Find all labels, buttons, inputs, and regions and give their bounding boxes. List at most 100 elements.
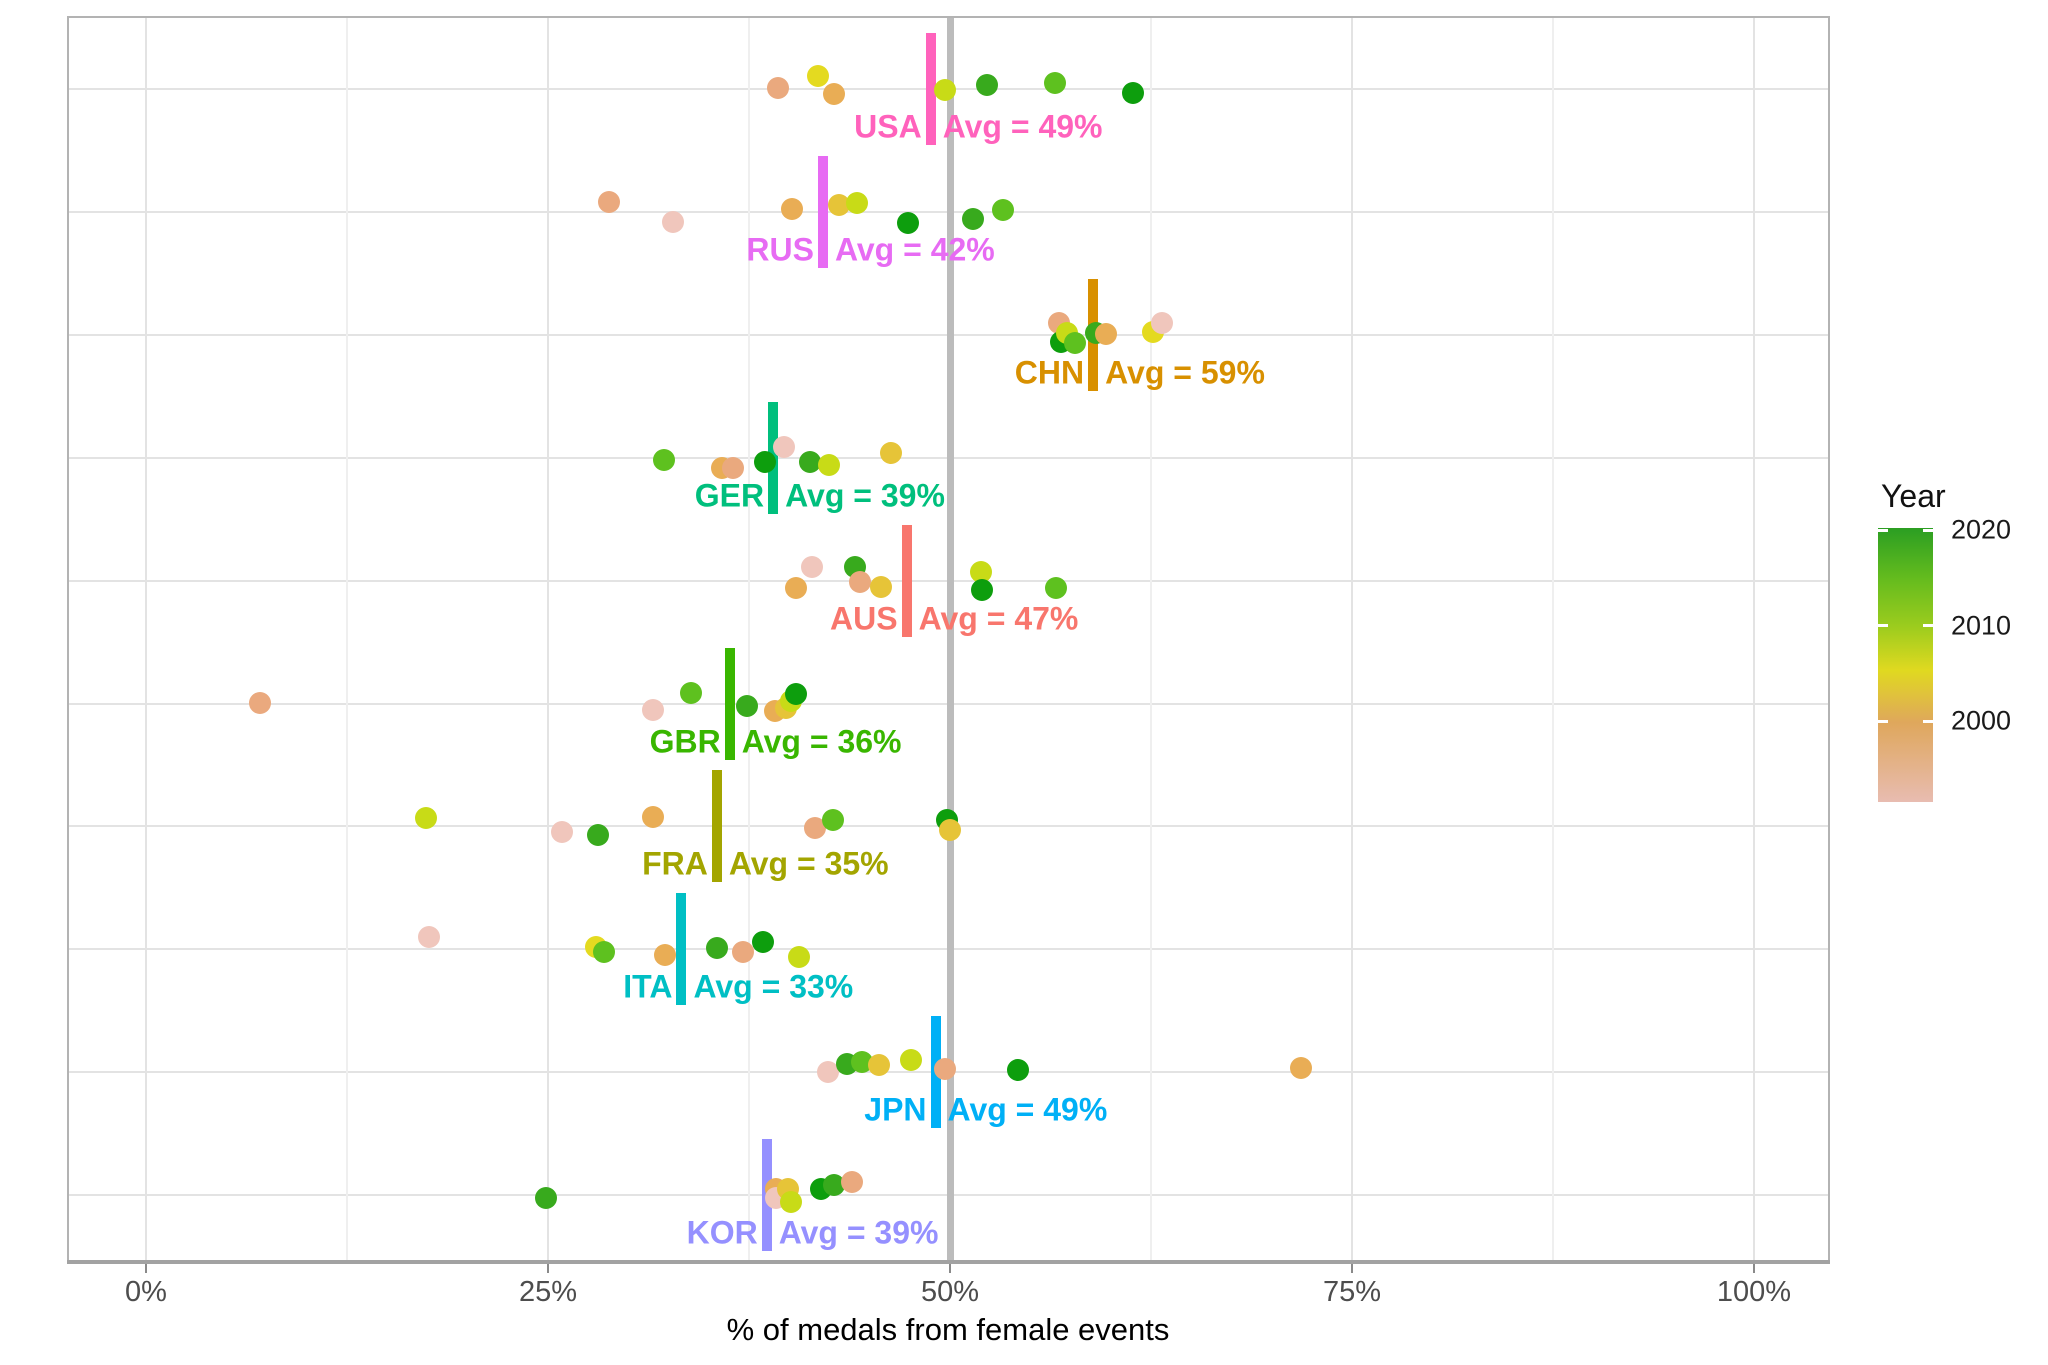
x-axis-line — [67, 1260, 1830, 1264]
legend-tick-left-2020 — [1878, 528, 1888, 532]
data-point-ita-4 — [705, 937, 728, 960]
data-point-kor-6 — [823, 1174, 846, 1197]
data-point-aus-7 — [1045, 576, 1068, 599]
data-point-rus-4 — [845, 191, 868, 214]
avg-label-rus: Avg = 42% — [834, 231, 995, 268]
gridline-minor-62.5 — [1150, 16, 1152, 1262]
data-point-fra-0 — [414, 807, 437, 830]
data-point-rus-5 — [897, 211, 920, 234]
data-point-jpn-6 — [1006, 1059, 1029, 1082]
data-point-ger-2 — [721, 456, 744, 479]
avg-label-ita: Avg = 33% — [693, 968, 854, 1005]
data-point-gbr-3 — [736, 694, 759, 717]
data-point-fra-2 — [586, 824, 609, 847]
x-tick-label-100%: 100% — [1716, 1276, 1792, 1308]
legend-tick-right-2010 — [1923, 624, 1933, 628]
data-point-rus-3 — [828, 193, 851, 216]
country-label-usa: USA — [854, 108, 922, 145]
x-tick-25% — [547, 1264, 549, 1273]
data-point-ger-0 — [652, 448, 675, 471]
legend-label-2020: 2020 — [1951, 514, 2012, 545]
data-point-ita-0 — [418, 926, 440, 949]
country-label-jpn: JPN — [864, 1091, 927, 1128]
data-point-ger-5 — [799, 450, 822, 473]
avg-marker-gbr — [724, 647, 735, 760]
legend-tick-right-2020 — [1923, 528, 1933, 532]
gridline-minor-12.5 — [346, 16, 348, 1262]
avg-label-chn: Avg = 59% — [1105, 354, 1265, 391]
data-point-gbr-2 — [680, 681, 703, 704]
data-point-aus-3 — [848, 570, 871, 593]
country-label-gbr: GBR — [649, 723, 721, 759]
data-point-jpn-7 — [1289, 1057, 1312, 1080]
data-point-kor-4 — [779, 1191, 802, 1214]
avg-label-kor: Avg = 39% — [778, 1214, 939, 1251]
x-tick-100% — [1753, 1264, 1755, 1273]
country-label-chn: CHN — [1014, 354, 1085, 391]
data-point-usa-4 — [975, 74, 998, 96]
data-point-ita-7 — [787, 946, 810, 969]
data-point-gbr-0 — [249, 691, 272, 714]
avg-marker-ita — [676, 893, 687, 1006]
x-tick-label-0%: 0% — [125, 1276, 167, 1308]
data-point-rus-0 — [598, 190, 621, 213]
x-tick-label-75%: 75% — [1322, 1276, 1382, 1308]
legend-title: Year — [1881, 478, 1946, 514]
data-point-rus-7 — [992, 198, 1015, 221]
data-point-ger-4 — [773, 435, 796, 458]
data-point-fra-7 — [939, 819, 961, 842]
data-point-rus-2 — [781, 197, 804, 220]
data-point-ita-6 — [752, 931, 775, 954]
data-point-aus-1 — [800, 555, 823, 578]
legend-tick-left-2000 — [1878, 719, 1888, 723]
data-point-ita-3 — [654, 944, 677, 967]
avg-label-gbr: Avg = 36% — [741, 723, 902, 759]
country-label-ita: ITA — [623, 968, 673, 1005]
gridline-100% — [1753, 16, 1755, 1262]
x-axis-title: % of medals from female events — [726, 1312, 1170, 1347]
avg-marker-usa — [925, 33, 936, 145]
data-point-usa-6 — [1122, 82, 1145, 104]
avg-marker-rus — [817, 155, 828, 268]
data-point-jpn-4 — [900, 1049, 923, 1072]
country-label-kor: KOR — [686, 1214, 758, 1251]
gridline-minor-37.5 — [748, 16, 750, 1262]
data-point-kor-0 — [535, 1187, 558, 1210]
data-point-jpn-5 — [934, 1058, 957, 1081]
avg-label-aus: Avg = 47% — [918, 600, 1079, 637]
data-point-rus-1 — [662, 210, 685, 233]
data-point-jpn-0 — [816, 1061, 839, 1084]
data-point-chn-5 — [1094, 322, 1117, 345]
data-point-aus-5 — [969, 560, 992, 583]
data-point-aus-6 — [971, 578, 994, 601]
data-point-usa-5 — [1043, 72, 1066, 94]
legend-tick-right-2000 — [1923, 719, 1933, 723]
data-point-gbr-1 — [641, 698, 664, 721]
data-point-rus-6 — [961, 207, 984, 230]
reference-line-50pct — [946, 16, 954, 1262]
data-point-fra-5 — [821, 809, 844, 832]
gridline-25% — [547, 16, 549, 1262]
data-point-aus-4 — [869, 575, 892, 598]
data-point-aus-0 — [784, 576, 807, 599]
data-point-usa-2 — [823, 83, 846, 105]
data-point-ger-6 — [818, 453, 841, 476]
avg-label-ger: Avg = 39% — [785, 477, 945, 514]
legend-gradient-bar — [1878, 528, 1933, 802]
data-point-usa-3 — [934, 79, 957, 101]
avg-label-usa: Avg = 49% — [942, 108, 1103, 145]
gridline-minor-87.5 — [1552, 16, 1554, 1262]
data-point-ger-7 — [879, 441, 902, 464]
data-point-usa-0 — [766, 77, 789, 99]
data-point-ita-5 — [731, 941, 754, 964]
country-label-rus: RUS — [746, 231, 814, 268]
data-point-chn-7 — [1151, 311, 1174, 334]
data-point-gbr-7 — [784, 682, 807, 705]
country-label-ger: GER — [694, 477, 765, 514]
data-point-fra-4 — [803, 817, 826, 840]
gridline-0% — [145, 16, 147, 1262]
x-tick-75% — [1351, 1264, 1353, 1273]
data-point-usa-1 — [807, 65, 830, 87]
data-point-chn-3 — [1064, 331, 1087, 354]
